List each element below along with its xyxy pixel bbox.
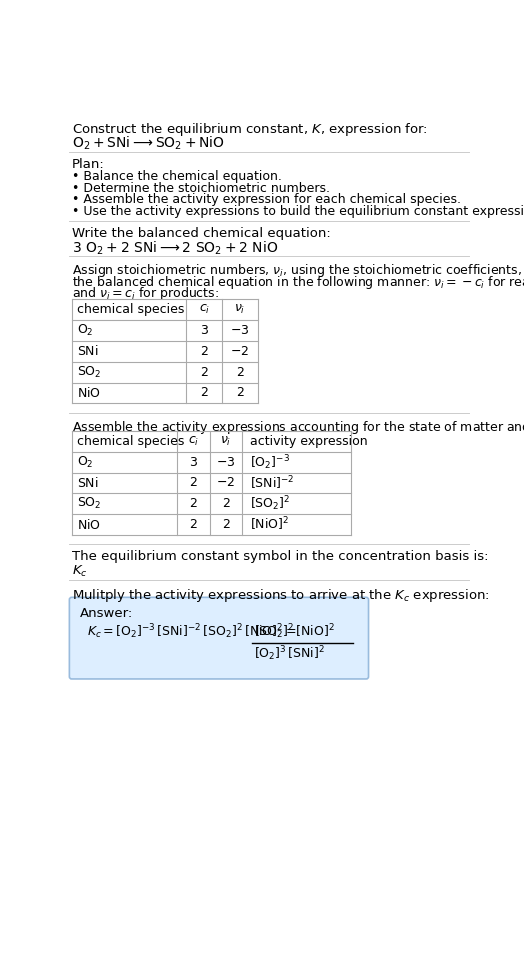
Text: $\mathrm{NiO}$: $\mathrm{NiO}$ [77,518,101,531]
Text: $-3$: $-3$ [216,456,236,469]
Text: chemical species: chemical species [77,304,184,316]
Text: Assign stoichiometric numbers, $\nu_i$, using the stoichiometric coefficients, $: Assign stoichiometric numbers, $\nu_i$, … [72,262,524,280]
Text: $\mathrm{O_2}$: $\mathrm{O_2}$ [77,323,94,338]
Text: The equilibrium constant symbol in the concentration basis is:: The equilibrium constant symbol in the c… [72,551,488,563]
Text: the balanced chemical equation in the following manner: $\nu_i = -c_i$ for react: the balanced chemical equation in the fo… [72,274,524,291]
Text: $\mathrm{O_2}$: $\mathrm{O_2}$ [77,455,94,470]
Text: Plan:: Plan: [72,158,104,171]
Text: 2: 2 [200,386,208,400]
Text: 2: 2 [190,497,198,510]
Text: • Balance the chemical equation.: • Balance the chemical equation. [72,170,281,183]
Bar [72,299,258,320]
Bar [72,473,351,493]
Text: • Use the activity expressions to build the equilibrium constant expression.: • Use the activity expressions to build … [72,205,524,217]
Text: Answer:: Answer: [80,607,133,621]
Text: $c_i$: $c_i$ [199,303,210,316]
Text: Construct the equilibrium constant, $K$, expression for:: Construct the equilibrium constant, $K$,… [72,121,428,138]
Text: $-2$: $-2$ [216,477,235,489]
Text: $\mathrm{SO_2}$: $\mathrm{SO_2}$ [77,496,102,511]
Text: $[\mathrm{NiO}]^{2}$: $[\mathrm{NiO}]^{2}$ [250,516,289,533]
Bar [72,452,351,473]
Text: 3: 3 [200,324,208,337]
Text: $K_c = [\mathrm{O_2}]^{-3}\,[\mathrm{SNi}]^{-2}\,[\mathrm{SO_2}]^{2}\,[\mathrm{N: $K_c = [\mathrm{O_2}]^{-3}\,[\mathrm{SNi… [87,623,297,641]
Bar [72,341,258,361]
Text: $[\mathrm{SNi}]^{-2}$: $[\mathrm{SNi}]^{-2}$ [250,474,294,492]
Text: $-2$: $-2$ [231,345,249,357]
Bar [72,431,351,452]
Text: $\mathrm{O_2 + SNi \longrightarrow SO_2 + NiO}$: $\mathrm{O_2 + SNi \longrightarrow SO_2 … [72,135,225,152]
Bar [72,382,258,404]
Text: 2: 2 [236,365,244,379]
Text: $K_c$: $K_c$ [72,563,88,579]
Text: $\mathrm{SO_2}$: $\mathrm{SO_2}$ [77,364,102,380]
Text: chemical species: chemical species [77,435,184,448]
Text: $\mathrm{SNi}$: $\mathrm{SNi}$ [77,344,99,358]
Text: $[\mathrm{O_2}]^{3}\,[\mathrm{SNi}]^{2}$: $[\mathrm{O_2}]^{3}\,[\mathrm{SNi}]^{2}$ [254,644,325,663]
Text: • Determine the stoichiometric numbers.: • Determine the stoichiometric numbers. [72,182,330,194]
Text: 2: 2 [200,365,208,379]
Bar [72,320,258,341]
Text: • Assemble the activity expression for each chemical species.: • Assemble the activity expression for e… [72,193,461,206]
Text: 3: 3 [190,456,198,469]
Text: 2: 2 [190,477,198,489]
Text: $\nu_i$: $\nu_i$ [234,303,246,316]
Text: $[\mathrm{SO_2}]^{2}\,[\mathrm{NiO}]^{2}$: $[\mathrm{SO_2}]^{2}\,[\mathrm{NiO}]^{2}… [254,623,335,641]
Text: Write the balanced chemical equation:: Write the balanced chemical equation: [72,227,331,240]
Text: $\mathrm{3\ O_2 + 2\ SNi \longrightarrow 2\ SO_2 + 2\ NiO}$: $\mathrm{3\ O_2 + 2\ SNi \longrightarrow… [72,239,278,257]
Bar [72,514,351,535]
Text: $\mathrm{SNi}$: $\mathrm{SNi}$ [77,476,99,490]
Text: 2: 2 [200,345,208,357]
Text: Mulitply the activity expressions to arrive at the $K_c$ expression:: Mulitply the activity expressions to arr… [72,586,489,604]
Text: activity expression: activity expression [250,435,367,448]
Text: 2: 2 [222,497,230,510]
Text: and $\nu_i = c_i$ for products:: and $\nu_i = c_i$ for products: [72,285,219,303]
Text: 2: 2 [236,386,244,400]
Text: $c_i$: $c_i$ [188,435,199,448]
Text: Assemble the activity expressions accounting for the state of matter and $\nu_i$: Assemble the activity expressions accoun… [72,419,524,435]
Text: 2: 2 [190,518,198,531]
FancyBboxPatch shape [69,598,368,679]
Text: $\nu_i$: $\nu_i$ [220,435,232,448]
Bar [72,361,258,382]
Text: $-3$: $-3$ [230,324,249,337]
Text: $[\mathrm{SO_2}]^{2}$: $[\mathrm{SO_2}]^{2}$ [250,495,290,513]
Text: $[\mathrm{O_2}]^{-3}$: $[\mathrm{O_2}]^{-3}$ [250,453,290,472]
Text: 2: 2 [222,518,230,531]
Text: $\mathrm{NiO}$: $\mathrm{NiO}$ [77,386,101,400]
Bar [72,493,351,514]
